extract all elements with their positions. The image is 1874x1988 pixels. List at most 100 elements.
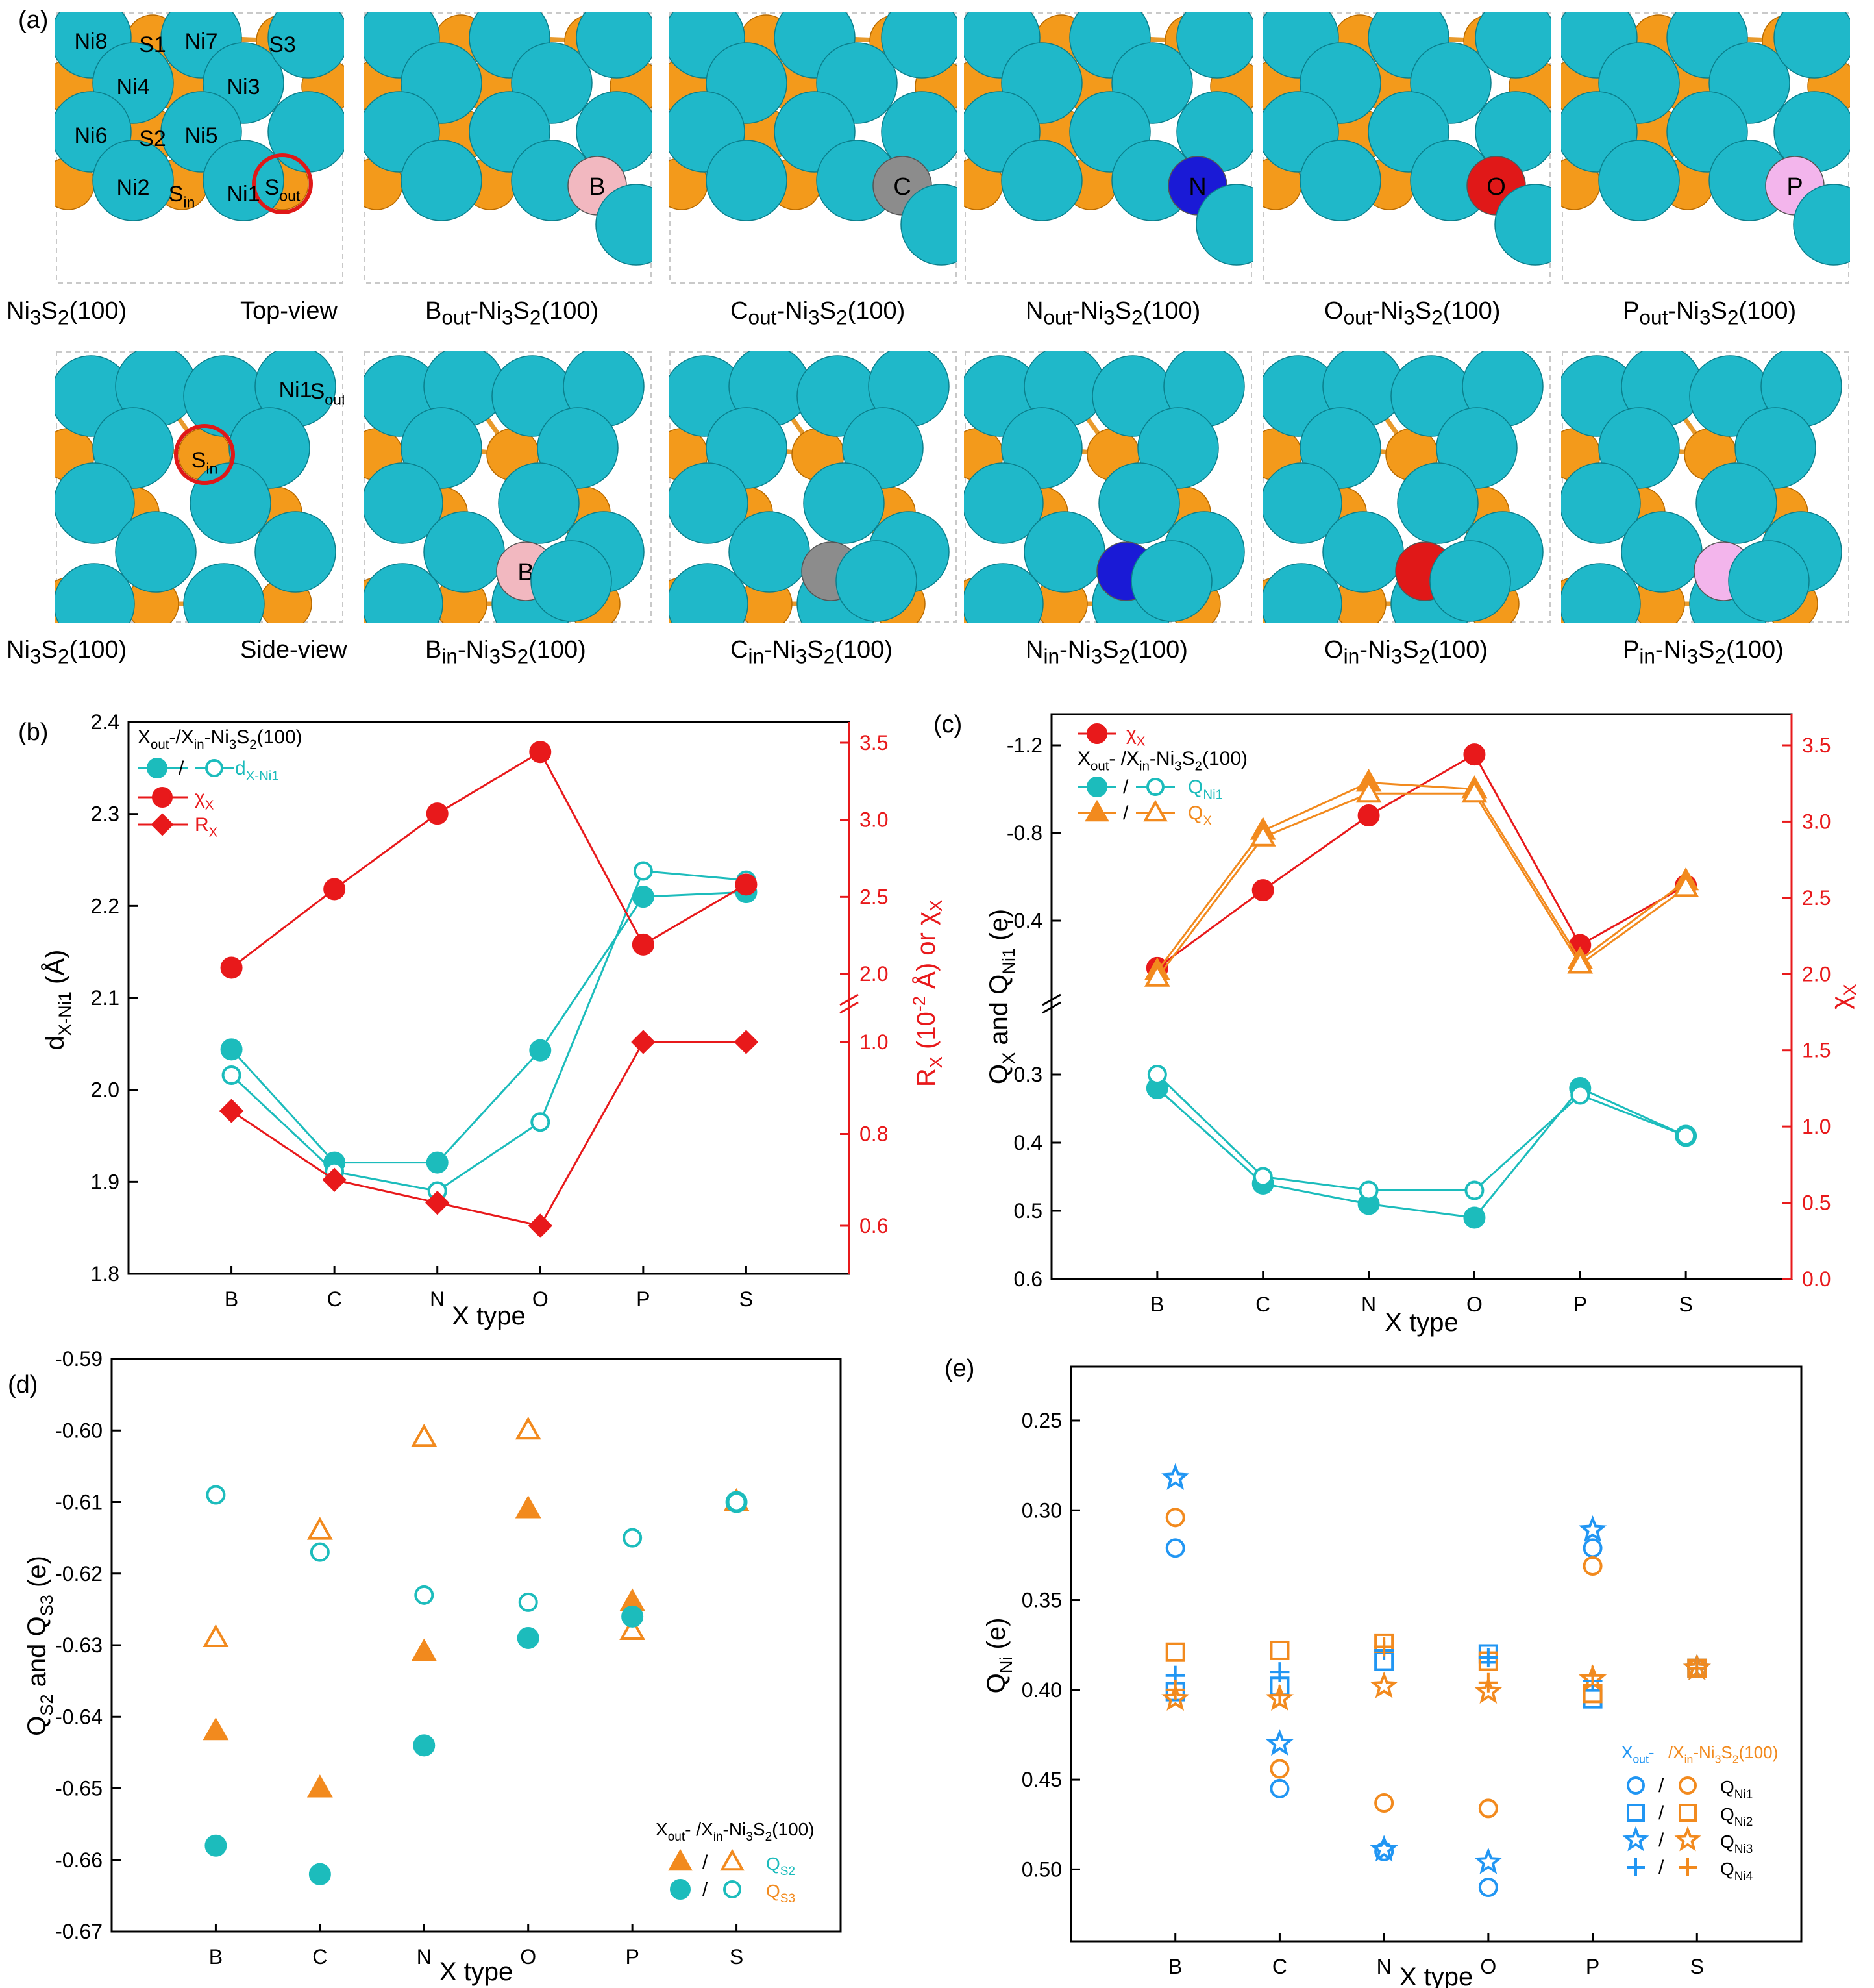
data-point <box>1673 874 1699 897</box>
data-point <box>323 878 346 901</box>
data-point <box>726 1492 746 1512</box>
marker-diamond <box>631 1030 656 1054</box>
axis-break <box>839 993 859 1006</box>
text-run: Q <box>766 1881 780 1901</box>
legend-label: RX <box>195 814 218 839</box>
text-run: and Q <box>23 1616 51 1694</box>
ni-atom <box>900 184 957 266</box>
text-run: Q <box>1720 1832 1734 1852</box>
marker-triangle <box>306 1517 333 1540</box>
marker-circle <box>1251 879 1274 902</box>
x-tick-label: N <box>1361 1293 1376 1316</box>
axis-break <box>1042 1001 1061 1014</box>
data-point <box>1253 1167 1273 1187</box>
y2-tick-label: 0.8 <box>859 1123 888 1146</box>
text-run: (e) <box>985 909 1013 948</box>
text-run: Ni7 <box>184 29 217 54</box>
data-point <box>308 1863 331 1885</box>
text-run: Q <box>1188 777 1203 798</box>
y-tick-label: 0.6 <box>1014 1267 1042 1291</box>
data-point <box>310 1542 330 1562</box>
data-point <box>1165 1680 1185 1700</box>
legend-marker <box>1627 1804 1645 1822</box>
atom-label: Ni7 <box>184 29 217 54</box>
data-point <box>1355 779 1382 803</box>
data-point <box>633 861 653 881</box>
ni-atom <box>1695 462 1777 544</box>
y-tick-label: 0.40 <box>1022 1678 1062 1702</box>
atom-label: Sout <box>265 175 301 205</box>
marker-circle <box>1146 778 1165 796</box>
marker-circle <box>1359 1180 1379 1200</box>
crystal-tile <box>1263 351 1551 623</box>
subscript: Ni1 <box>1203 788 1223 802</box>
data-point <box>1161 1684 1190 1711</box>
data-point <box>220 1038 243 1061</box>
marker-circle <box>633 861 653 881</box>
subscript: X <box>209 825 218 839</box>
legend-title: Xout- /Xin-Ni3S2(100) <box>1078 748 1248 773</box>
marker-triangle <box>1355 779 1382 803</box>
legend-marker <box>151 813 174 836</box>
crystal-tile: Ni1 Sout Sin <box>55 351 344 623</box>
data-point <box>1474 1676 1503 1704</box>
legend-marker <box>668 1848 693 1871</box>
ni-atom <box>183 563 265 623</box>
atom-label: S3 <box>269 32 296 57</box>
x-tick-label: N <box>1377 1955 1392 1978</box>
y2-tick-label: 3.5 <box>1802 734 1831 757</box>
ni-atom <box>1793 184 1850 266</box>
data-point <box>1567 951 1594 974</box>
crystal-tile <box>1561 351 1850 623</box>
legend-label: χX <box>1126 723 1146 749</box>
marker-triangle <box>1250 823 1276 847</box>
text-run: χ <box>195 787 205 808</box>
marker-square <box>1270 1640 1290 1660</box>
subscript: S2 <box>36 1694 56 1715</box>
y-tick-label: 0.45 <box>1022 1768 1062 1791</box>
subscript: 3 <box>1715 1752 1721 1765</box>
x-tick-label: P <box>1573 1293 1587 1316</box>
tile-caption: Cout-Ni3S2(100) <box>730 297 906 329</box>
crystal-structure: O <box>1263 12 1551 284</box>
text-run: /X <box>1668 1743 1684 1762</box>
y2-tick-label: 3.5 <box>859 731 888 754</box>
marker-circle <box>1270 1778 1290 1798</box>
marker-circle <box>1087 723 1107 744</box>
subscript: in <box>194 738 204 752</box>
legend-marker <box>147 758 167 778</box>
legend-marker <box>1087 723 1107 744</box>
legend-marker <box>152 787 173 808</box>
text-run: Ni1 <box>278 378 312 403</box>
marker-circle <box>1357 804 1380 827</box>
x-axis-title: X type <box>1385 1308 1458 1337</box>
text-run: -Ni <box>723 1819 746 1839</box>
subscript: in <box>183 194 195 211</box>
subscript: S3 <box>36 1595 56 1616</box>
subscript: 2 <box>765 1830 772 1844</box>
crystal-structure <box>1263 351 1551 623</box>
atom-label: Ni1 <box>278 378 312 403</box>
x-tick-label: P <box>625 1945 639 1969</box>
marker-circle <box>1679 1776 1697 1795</box>
ni-atom <box>803 462 885 544</box>
data-point <box>1478 1672 1498 1693</box>
dopant-label: O <box>1486 173 1506 201</box>
x-tick-label: O <box>520 1945 536 1969</box>
y-axis-title: QNi (e) <box>982 1618 1016 1694</box>
text-run: Ni1 <box>227 182 260 206</box>
marker-triangle <box>203 1717 229 1741</box>
x-axis-title: X type <box>439 1957 513 1986</box>
subscript: X <box>998 1052 1018 1064</box>
text-run: (100) <box>257 727 302 748</box>
ni-atom <box>1728 540 1810 622</box>
marker-diamond <box>528 1213 552 1238</box>
ni-atom <box>835 540 917 622</box>
y-tick-label: -1.2 <box>1007 734 1042 757</box>
marker-diamond <box>734 1030 759 1054</box>
subscript: out <box>668 1830 685 1844</box>
data-point <box>411 1423 438 1447</box>
text-run: X <box>1078 748 1091 769</box>
data-point <box>1583 1689 1603 1709</box>
tile-caption-view: Top-view <box>240 297 338 325</box>
